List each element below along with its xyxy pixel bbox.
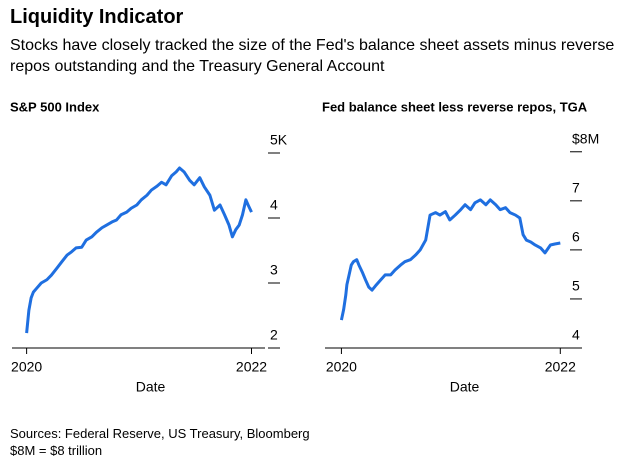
y-tick-label: 4 [572,327,580,343]
y-tick-label: $8M [572,130,599,146]
data-line [25,166,253,334]
x-tick-label: 2022 [236,359,267,375]
subtitle: Stocks have closely tracked the size of … [10,37,615,75]
y-tick-label: 4 [270,197,278,213]
x-tick-label: 2022 [545,359,576,375]
notes: Sources: Federal Reserve, US Treasury, B… [10,425,310,459]
note: $8M = $8 trillion [10,443,103,458]
y-tick-label: 5K [270,132,288,148]
title: Liquidity Indicator [10,6,184,28]
note: Sources: Federal Reserve, US Treasury, B… [10,426,310,441]
x-tick-label: 2020 [326,359,357,375]
x-axis-label: Date [450,379,480,395]
x-tick-label: 2020 [11,359,42,375]
y-tick-label: 2 [270,327,278,343]
data-line [339,198,561,321]
chart-title: Fed balance sheet less reverse repos, TG… [322,99,588,114]
x-axis-label: Date [136,379,166,395]
y-tick-label: 6 [572,229,580,245]
y-tick-label: 7 [572,180,580,196]
chart-title: S&P 500 Index [10,99,100,114]
y-tick-label: 5 [572,278,580,294]
y-tick-label: 3 [270,262,278,278]
